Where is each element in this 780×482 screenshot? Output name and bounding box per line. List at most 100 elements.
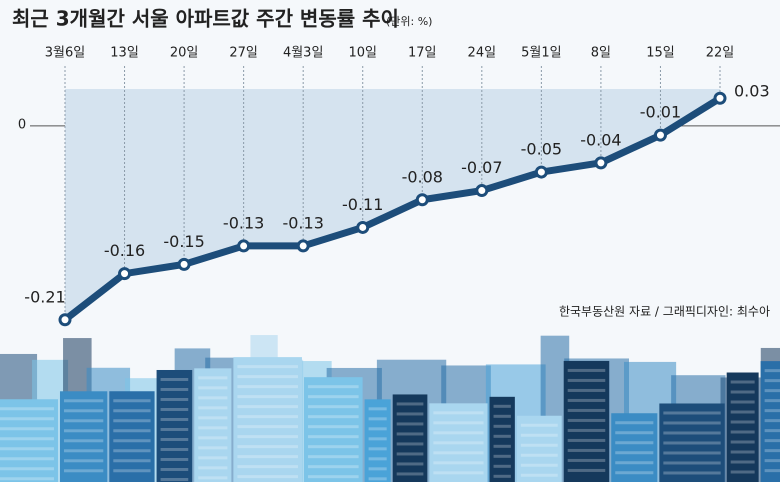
window-row <box>160 447 189 451</box>
window-row <box>730 390 755 394</box>
window-row <box>160 387 189 391</box>
x-tick-label: 8일 <box>591 46 611 61</box>
window-row <box>567 378 606 382</box>
window-row <box>198 386 228 390</box>
window-row <box>396 432 424 436</box>
x-tick-label: 24일 <box>468 46 497 61</box>
value-label: -0.13 <box>282 213 323 232</box>
point <box>653 128 667 142</box>
window-row <box>520 443 558 447</box>
window-row <box>567 368 606 372</box>
window-row <box>730 380 755 384</box>
y-tick-label: 0 <box>18 117 26 132</box>
window-row <box>567 468 606 472</box>
window-row <box>493 434 511 438</box>
point <box>177 257 191 271</box>
window-row <box>237 405 298 409</box>
window-row <box>493 404 511 408</box>
window-row <box>0 457 54 461</box>
window-row <box>307 465 359 469</box>
window-row <box>160 397 189 401</box>
window-row <box>307 455 359 459</box>
point <box>118 267 132 281</box>
window-row <box>764 379 780 383</box>
window-row <box>307 385 359 389</box>
window-row <box>113 409 151 413</box>
building <box>429 403 488 482</box>
window-row <box>63 419 104 423</box>
x-tick-label: 15일 <box>646 46 675 61</box>
x-tick-label: 3월6일 <box>45 46 85 61</box>
source-note: 한국부동산원 자료 / 그래픽디자인: 최수아 <box>559 305 770 319</box>
window-row <box>396 462 424 466</box>
window-row <box>433 431 484 435</box>
value-label: -0.13 <box>223 213 264 232</box>
window-row <box>615 451 654 455</box>
x-tick-label: 5월1일 <box>521 46 561 61</box>
value-label: -0.15 <box>163 232 204 251</box>
x-tick-label: 17일 <box>408 46 437 61</box>
window-row <box>764 449 780 453</box>
window-row <box>493 454 511 458</box>
window-row <box>730 430 755 434</box>
building <box>392 394 428 482</box>
building <box>156 369 193 482</box>
window-row <box>368 417 387 421</box>
window-row <box>0 437 54 441</box>
window-row <box>433 461 484 465</box>
chart-subtitle: (단위: %) <box>386 15 432 28</box>
window-row <box>433 441 484 445</box>
point <box>594 156 608 170</box>
window-row <box>663 441 721 445</box>
window-row <box>368 427 387 431</box>
building <box>659 403 725 482</box>
window-row <box>160 467 189 471</box>
skyline <box>0 335 780 482</box>
window-row <box>368 447 387 451</box>
window-row <box>396 412 424 416</box>
window-row <box>567 388 606 392</box>
point <box>296 239 310 253</box>
point <box>415 193 429 207</box>
window-row <box>493 474 511 478</box>
chart-title: 최근 3개월간 서울 아파트값 주간 변동률 추이 <box>12 7 399 31</box>
x-tick-label: 20일 <box>170 46 199 61</box>
window-row <box>0 407 54 411</box>
window-row <box>730 450 755 454</box>
window-row <box>307 425 359 429</box>
building <box>303 377 363 482</box>
building <box>563 360 610 482</box>
window-row <box>433 421 484 425</box>
window-row <box>764 429 780 433</box>
window-row <box>307 475 359 479</box>
window-row <box>113 399 151 403</box>
point <box>356 220 370 234</box>
window-row <box>63 449 104 453</box>
window-row <box>567 418 606 422</box>
window-row <box>615 471 654 475</box>
window-row <box>730 440 755 444</box>
value-label: 0.03 <box>734 82 770 101</box>
window-row <box>63 409 104 413</box>
window-row <box>307 415 359 419</box>
window-row <box>113 449 151 453</box>
window-row <box>198 376 228 380</box>
window-row <box>764 389 780 393</box>
window-row <box>113 419 151 423</box>
point <box>58 313 72 327</box>
window-row <box>0 477 54 481</box>
window-row <box>396 442 424 446</box>
window-row <box>663 411 721 415</box>
window-row <box>237 425 298 429</box>
building <box>364 399 391 482</box>
window-row <box>493 464 511 468</box>
building <box>516 415 562 482</box>
window-row <box>615 421 654 425</box>
window-row <box>396 452 424 456</box>
window-row <box>520 423 558 427</box>
window-row <box>615 441 654 445</box>
window-row <box>493 424 511 428</box>
window-row <box>0 427 54 431</box>
window-row <box>493 444 511 448</box>
